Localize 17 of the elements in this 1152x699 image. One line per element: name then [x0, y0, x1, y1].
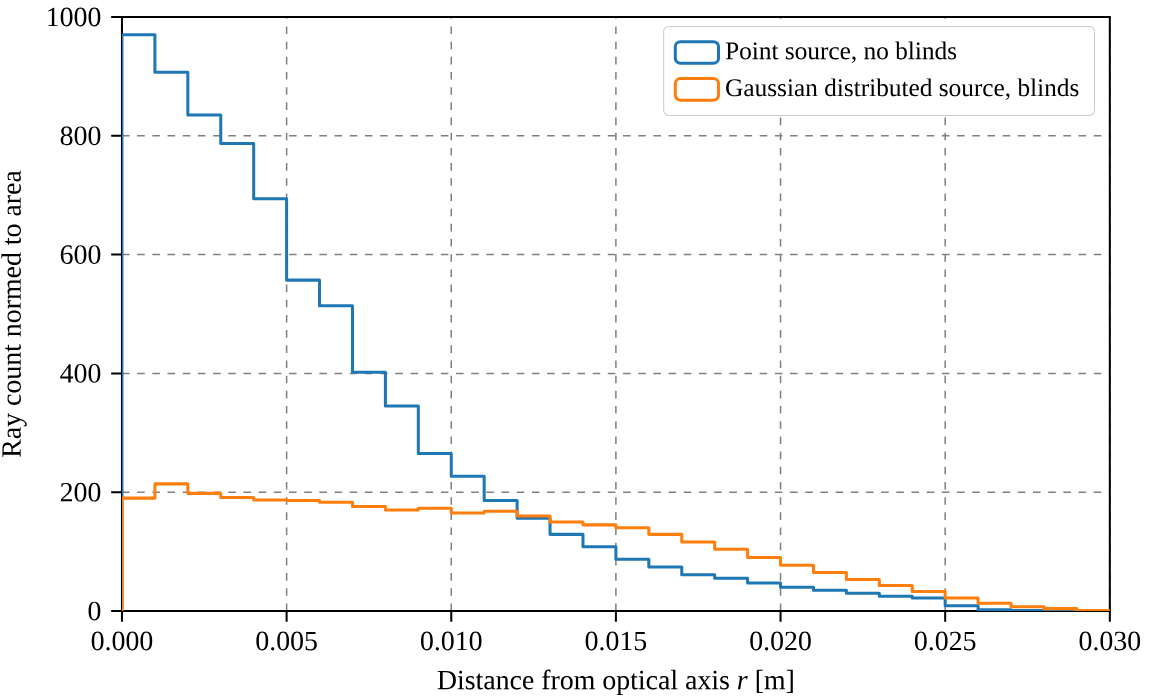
x-tick-label: 0.025 — [914, 631, 976, 651]
x-tick-label: 0.010 — [421, 631, 482, 651]
y-tick-label: 1000 — [48, 7, 101, 27]
x-tick-label: 0.000 — [91, 631, 153, 651]
legend-label: Gaussian distributed source, blinds — [726, 78, 1079, 100]
x-tick-label: 0.030 — [1079, 631, 1141, 651]
x-tick-label: 0.005 — [256, 631, 317, 651]
y-tick-label: 0 — [88, 601, 101, 621]
y-tick-label: 800 — [60, 126, 101, 146]
y-tick-label: 400 — [60, 364, 101, 383]
y-tick-label: 600 — [60, 245, 101, 264]
x-axis-title: Distance from optical axis r [m] — [437, 669, 793, 696]
y-axis-title: Ray count normed to area — [1, 170, 27, 457]
x-tick-label: 0.015 — [585, 631, 647, 651]
x-tick-label: 0.020 — [750, 631, 811, 651]
legend-label: Point source, no blinds — [725, 41, 957, 64]
y-tick-label: 200 — [60, 482, 101, 502]
